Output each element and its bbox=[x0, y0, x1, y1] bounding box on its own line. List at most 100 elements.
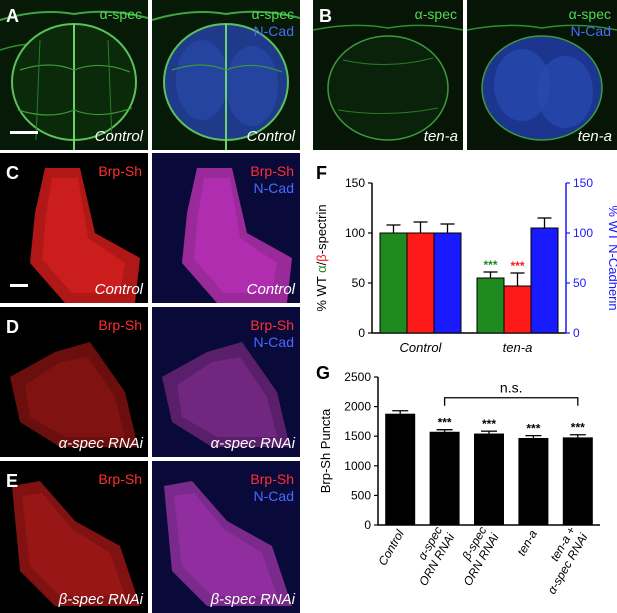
chart-g-brp-puncta: 0 500 1000 1500 2000 2500 Control *** α-specORN … bbox=[318, 370, 600, 597]
panel-letter: B bbox=[319, 6, 332, 26]
y-axis-label-left: % WT α/β-spectrin bbox=[314, 204, 329, 311]
channel-label-ncad: N-Cad bbox=[253, 488, 294, 504]
channel-label: Brp-Sh bbox=[250, 163, 294, 179]
micrograph-d-merge bbox=[152, 307, 300, 457]
y-axis-label-part: / bbox=[314, 261, 329, 265]
micrograph-e-brp bbox=[0, 461, 148, 613]
bar bbox=[406, 232, 435, 334]
genotype-caption: α-spec RNAi bbox=[58, 435, 143, 452]
category-label-line: Control bbox=[375, 527, 407, 568]
bar bbox=[429, 431, 460, 525]
micrograph-b-alpha-spec bbox=[313, 0, 463, 150]
genotype-caption: ten-a bbox=[577, 128, 612, 145]
y-axis-label-part: % WT bbox=[314, 273, 329, 312]
significance-stars: *** bbox=[526, 422, 540, 436]
channel-label-ncad: N-Cad bbox=[253, 23, 294, 39]
genotype-caption: α-spec RNAi bbox=[210, 435, 295, 452]
panel-c-control-merge: Brp-Sh N-Cad Control bbox=[152, 153, 300, 303]
y-tick-label: 1000 bbox=[344, 459, 371, 473]
channel-label: α-spec bbox=[251, 6, 294, 22]
panel-b-ten-a-merge: α-spec N-Cad ten-a bbox=[467, 0, 617, 150]
genotype-caption: Control bbox=[246, 281, 295, 298]
significance-stars: *** bbox=[482, 417, 496, 431]
panel-d-alpha-rnai-brp: D Brp-Sh α-spec RNAi bbox=[0, 307, 148, 457]
y-tick-label-right: 50 bbox=[573, 276, 587, 290]
micrograph-a-merge bbox=[152, 0, 300, 150]
category-label: ten-a +α-spec RNAi bbox=[532, 524, 590, 597]
micrograph-b-merge bbox=[467, 0, 617, 150]
panel-letter-g: G bbox=[316, 363, 331, 383]
panel-a-control-alpha-spec: A α-spec Control bbox=[0, 0, 148, 150]
significance-stars: *** bbox=[438, 416, 452, 430]
significance-stars: *** bbox=[510, 259, 524, 273]
genotype-caption: β-spec RNAi bbox=[58, 591, 143, 608]
channel-label: α-spec bbox=[414, 6, 457, 22]
channel-label: Brp-Sh bbox=[250, 471, 294, 487]
y-axis-label-right: % WT N-Cadherin bbox=[606, 205, 617, 310]
y-tick-label-right: 150 bbox=[573, 176, 593, 190]
channel-label: α-spec bbox=[99, 6, 142, 22]
channel-label: Brp-Sh bbox=[98, 317, 142, 333]
bar bbox=[433, 232, 462, 334]
micrograph-a-alpha-spec bbox=[0, 0, 148, 150]
y-tick-label: 0 bbox=[364, 518, 371, 532]
ns-label: n.s. bbox=[500, 380, 523, 396]
y-tick-label: 2500 bbox=[344, 370, 371, 384]
category-label: β-specORN RNAi bbox=[448, 524, 501, 589]
micrograph-d-brp bbox=[0, 307, 148, 457]
panel-c-control-brp: C Brp-Sh Control bbox=[0, 153, 148, 303]
bar bbox=[503, 285, 532, 334]
y-tick-label-left: 50 bbox=[352, 276, 366, 290]
y-tick-label: 2000 bbox=[344, 400, 371, 414]
significance-stars: *** bbox=[483, 258, 497, 272]
micrograph-c-brp bbox=[0, 153, 148, 303]
channel-label-ncad: N-Cad bbox=[570, 23, 611, 39]
micrograph-e-merge bbox=[152, 461, 300, 613]
genotype-caption: Control bbox=[246, 128, 295, 145]
channel-label: Brp-Sh bbox=[250, 317, 294, 333]
y-axis-label: Brp-Sh Puncta bbox=[318, 408, 333, 493]
panel-a-control-merge: α-spec N-Cad Control bbox=[152, 0, 300, 150]
bar bbox=[474, 433, 504, 525]
scale-bar bbox=[10, 131, 38, 134]
category-label: ten-a bbox=[503, 340, 533, 355]
panel-letter: D bbox=[6, 317, 19, 337]
y-tick-label-left: 0 bbox=[358, 326, 365, 340]
genotype-caption: Control bbox=[94, 128, 143, 145]
y-axis-label-part: α bbox=[314, 265, 329, 273]
y-tick-label: 1500 bbox=[344, 429, 371, 443]
panel-e-beta-rnai-merge: Brp-Sh N-Cad β-spec RNAi bbox=[152, 461, 300, 613]
genotype-caption: Control bbox=[94, 281, 143, 298]
category-label-line: ten-a bbox=[514, 527, 540, 558]
channel-label: Brp-Sh bbox=[98, 471, 142, 487]
y-tick-label-right: 0 bbox=[573, 326, 580, 340]
channel-label: Brp-Sh bbox=[98, 163, 142, 179]
significance-stars: *** bbox=[571, 421, 585, 435]
y-tick-label-left: 100 bbox=[345, 226, 365, 240]
bar bbox=[476, 277, 505, 334]
panel-b-ten-a-alpha-spec: B α-spec ten-a bbox=[313, 0, 463, 150]
y-axis-label-part: -spectrin bbox=[314, 204, 329, 254]
bar bbox=[385, 413, 416, 525]
y-axis-label-part: β bbox=[314, 254, 329, 261]
panel-letter: A bbox=[6, 6, 19, 26]
y-tick-label-right: 100 bbox=[573, 226, 593, 240]
genotype-caption: ten-a bbox=[423, 128, 458, 145]
y-tick-label-left: 150 bbox=[345, 176, 365, 190]
panel-e-beta-rnai-brp: E Brp-Sh β-spec RNAi bbox=[0, 461, 148, 613]
panel-letter-f: F bbox=[316, 163, 327, 183]
channel-label: α-spec bbox=[568, 6, 611, 22]
y-tick-label: 500 bbox=[351, 488, 371, 502]
panel-d-alpha-rnai-merge: Brp-Sh N-Cad α-spec RNAi bbox=[152, 307, 300, 457]
panel-letter: C bbox=[6, 163, 19, 183]
chart-f-spectrin-ncadherin: 0 0 50 50 100 100 150 150 Control ten-a *** *** % WT… bbox=[314, 176, 617, 355]
ns-bracket bbox=[443, 397, 579, 406]
bar bbox=[562, 437, 593, 525]
category-label: ten-a bbox=[514, 527, 540, 558]
micrograph-c-merge bbox=[152, 153, 300, 303]
scale-bar bbox=[10, 284, 28, 287]
category-label: Control bbox=[375, 527, 407, 568]
panel-letter: E bbox=[6, 471, 19, 491]
category-label: Control bbox=[400, 340, 443, 355]
channel-label-ncad: N-Cad bbox=[253, 334, 294, 350]
